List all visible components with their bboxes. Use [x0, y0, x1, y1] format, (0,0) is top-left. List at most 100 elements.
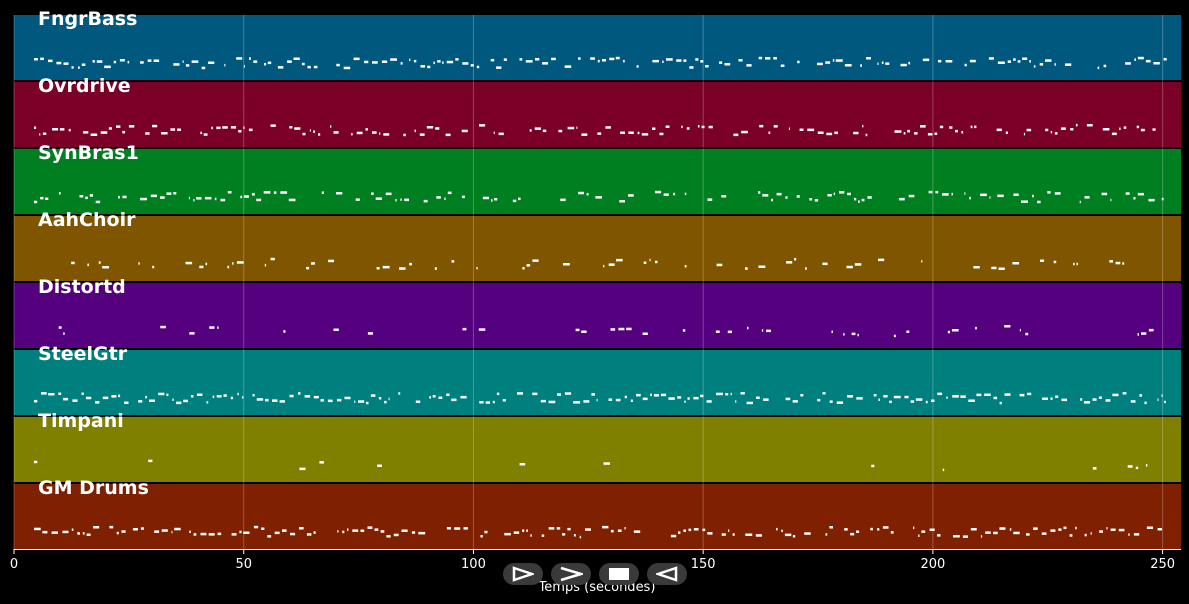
note: [1128, 533, 1130, 536]
note: [379, 132, 381, 135]
note: [96, 60, 103, 63]
note: [724, 63, 731, 66]
note: [81, 392, 84, 395]
note: [903, 132, 906, 135]
note: [615, 398, 621, 402]
note: [610, 529, 614, 533]
note: [894, 130, 902, 133]
note: [630, 399, 633, 402]
note: [970, 528, 977, 531]
note: [1135, 466, 1139, 470]
stop-button[interactable]: [599, 563, 639, 585]
note-cluster: [34, 56, 1167, 70]
note: [173, 192, 177, 195]
note: [756, 396, 760, 399]
fast-forward-button[interactable]: [551, 563, 591, 585]
note: [526, 529, 528, 532]
note: [1145, 59, 1151, 63]
note: [857, 333, 859, 337]
note: [809, 198, 813, 201]
note: [318, 133, 321, 136]
note: [355, 198, 360, 201]
note: [41, 392, 47, 395]
note: [937, 392, 943, 396]
note: [908, 194, 915, 198]
note: [1083, 401, 1091, 404]
note: [154, 530, 160, 533]
note: [173, 63, 180, 66]
note: [1027, 392, 1032, 396]
note: [208, 61, 215, 64]
note: [34, 460, 38, 464]
note: [730, 392, 732, 396]
note: [962, 535, 968, 538]
note: [191, 60, 199, 63]
note: [240, 195, 243, 199]
note: [650, 393, 652, 397]
note: [866, 57, 871, 60]
note: [1050, 529, 1056, 532]
note: [243, 531, 250, 534]
note: [451, 398, 457, 402]
note: [914, 132, 918, 135]
note: [493, 131, 495, 134]
note: [386, 535, 391, 538]
note: [860, 64, 862, 67]
note: [211, 126, 213, 130]
note: [270, 257, 275, 261]
track-name: GM Drums: [38, 477, 149, 499]
note: [1101, 192, 1108, 196]
note: [158, 392, 165, 396]
note: [356, 131, 363, 135]
note: [1013, 193, 1019, 196]
play-button[interactable]: [503, 563, 543, 585]
note: [715, 330, 720, 333]
track-lane: SynBras1: [14, 142, 1181, 214]
note: [321, 191, 324, 194]
note: [264, 63, 267, 66]
note: [1092, 467, 1097, 470]
note: [320, 399, 324, 402]
note: [502, 399, 506, 402]
note: [1161, 197, 1164, 201]
note: [519, 58, 523, 61]
note: [993, 396, 998, 400]
note: [758, 56, 763, 60]
note: [1075, 123, 1078, 127]
note: [1017, 60, 1021, 63]
note: [42, 132, 47, 135]
track-name: Ovrdrive: [38, 75, 131, 97]
note: [220, 198, 226, 202]
note: [663, 193, 669, 196]
note: [1163, 58, 1167, 61]
note: [216, 126, 221, 130]
note: [747, 326, 749, 330]
note: [834, 131, 838, 135]
note: [344, 396, 351, 400]
note: [171, 530, 173, 534]
note: [534, 127, 541, 130]
note: [404, 198, 409, 202]
note: [328, 259, 334, 263]
note: [71, 261, 75, 265]
note: [973, 266, 980, 269]
note: [792, 535, 796, 538]
note: [918, 534, 920, 537]
note: [231, 533, 237, 536]
note: [480, 535, 483, 538]
note: [921, 530, 926, 533]
note: [620, 131, 625, 134]
rewind-button[interactable]: [647, 563, 687, 585]
note: [976, 393, 982, 397]
note: [492, 400, 495, 404]
note: [608, 398, 613, 401]
note: [641, 133, 649, 136]
note: [309, 129, 311, 132]
note: [289, 394, 294, 398]
note: [564, 392, 572, 395]
note: [420, 65, 426, 68]
note: [1098, 396, 1102, 399]
note: [870, 527, 873, 531]
note: [152, 124, 158, 128]
note: [780, 64, 785, 67]
